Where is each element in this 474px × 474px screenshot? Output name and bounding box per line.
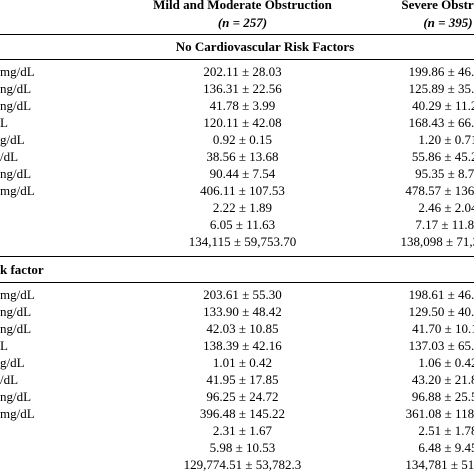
cell-col2: 96.88 ± 25.50: [411, 389, 474, 404]
section2-rule: [0, 282, 474, 283]
row-label: /dL: [0, 149, 19, 164]
row-label: /dL: [0, 372, 19, 387]
section1-title: No Cardiovascular Risk Factors: [175, 39, 355, 54]
cell-col2: 6.48 ± 9.45: [418, 440, 474, 455]
row-label: L: [0, 338, 8, 353]
row-label: mg/dL: [0, 183, 35, 198]
cell-col2: 478.57 ± 136.37: [405, 183, 474, 198]
cell-col1: 5.98 ± 10.53: [209, 440, 276, 455]
cell-col1: 133.90 ± 48.42: [203, 304, 282, 319]
cell-col2: 198.61 ± 46.03: [408, 287, 474, 302]
cell-col2: 137.03 ± 65.79: [408, 338, 474, 353]
cell-col1: 42.03 ± 10.85: [206, 321, 279, 336]
row-label: L: [0, 115, 8, 130]
cell-col1: 0.92 ± 0.15: [212, 132, 273, 147]
col1-header-n: (n = 257): [217, 15, 268, 30]
cell-col2: 2.51 ± 1.78: [418, 423, 474, 438]
row-label: g/dL: [0, 132, 25, 147]
cell-col2: 40.29 ± 11.28: [412, 98, 474, 113]
cell-col1: 90.44 ± 7.54: [209, 166, 276, 181]
cell-col1: 136.31 ± 22.56: [203, 81, 282, 96]
cell-col1: 1.01 ± 0.42: [212, 355, 273, 370]
row-label: ng/dL: [0, 81, 32, 96]
cell-col2: 168.43 ± 66.50: [408, 115, 474, 130]
header-rule: [0, 34, 474, 35]
section2-top-rule: [0, 256, 474, 257]
cell-col1: 41.95 ± 17.85: [206, 372, 279, 387]
cell-col1: 138.39 ± 42.16: [203, 338, 282, 353]
cell-col2: 129.50 ± 40.44: [408, 304, 474, 319]
cell-col1: 2.22 ± 1.89: [212, 200, 273, 215]
section1-rule: [0, 59, 474, 60]
cell-col2: 41.70 ± 10.11: [412, 321, 474, 336]
cell-col2: 134,781 ± 51,97: [405, 457, 474, 472]
cell-col2: 138,098 ± 71,367.: [400, 234, 474, 249]
cell-col2: 2.46 ± 2.04: [418, 200, 474, 215]
cell-col2: 125.89 ± 35.95: [408, 81, 474, 96]
row-label: ng/dL: [0, 321, 32, 336]
cell-col1: 396.48 ± 145.22: [199, 406, 286, 421]
cell-col2: 361.08 ± 118.96: [405, 406, 474, 421]
row-label: g/dL: [0, 355, 25, 370]
col2-header-n: (n = 395): [423, 15, 473, 30]
cell-col2: 43.20 ± 21.82: [411, 372, 474, 387]
cell-col1: 202.11 ± 28.03: [203, 64, 282, 79]
row-label: ng/dL: [0, 304, 32, 319]
cell-col1: 41.78 ± 3.99: [209, 98, 276, 113]
row-label: mg/dL: [0, 64, 35, 79]
cell-col2: 95.35 ± 8.72: [415, 166, 474, 181]
cell-col1: 2.31 ± 1.67: [212, 423, 273, 438]
cell-col2: 1.06 ± 0.42: [418, 355, 474, 370]
cell-col1: 6.05 ± 11.63: [209, 217, 276, 232]
cell-col1: 96.25 ± 24.72: [206, 389, 279, 404]
row-label: ng/dL: [0, 98, 32, 113]
cell-col2: 7.17 ± 11.88: [415, 217, 474, 232]
cell-col1: 120.11 ± 42.08: [203, 115, 282, 130]
cell-col1: 129,774.51 ± 53,782.3: [183, 457, 302, 472]
col1-header-title: Mild and Moderate Obstruction: [153, 0, 332, 12]
cell-col1: 134,115 ± 59,753.70: [188, 234, 297, 249]
row-label: mg/dL: [0, 406, 35, 421]
section2-title: k factor: [0, 262, 44, 277]
cell-col2: 1.20 ± 0.71: [418, 132, 474, 147]
cell-col1: 406.11 ± 107.53: [200, 183, 285, 198]
row-label: mg/dL: [0, 287, 35, 302]
cell-col1: 38.56 ± 13.68: [206, 149, 279, 164]
col2-header-title: Severe Obstructi: [401, 0, 474, 12]
row-label: ng/dL: [0, 389, 32, 404]
cell-col2: 199.86 ± 46.12: [408, 64, 474, 79]
cell-col1: 203.61 ± 55.30: [203, 287, 282, 302]
cell-col2: 55.86 ± 45.27: [411, 149, 474, 164]
row-label: ng/dL: [0, 166, 32, 181]
